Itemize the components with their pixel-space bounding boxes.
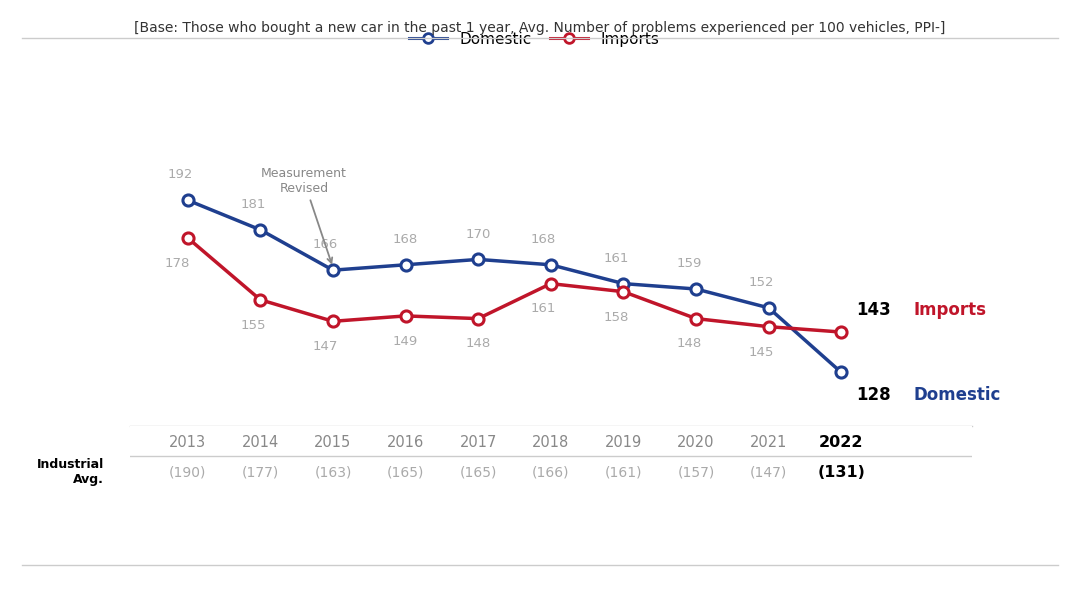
Text: 155: 155 (241, 318, 266, 332)
Text: 2014: 2014 (242, 435, 279, 451)
Text: (177): (177) (242, 465, 279, 480)
Text: Industrial
Avg.: Industrial Avg. (37, 458, 104, 487)
Text: 2021: 2021 (750, 435, 787, 451)
Text: (165): (165) (459, 465, 497, 480)
Text: 145: 145 (748, 346, 774, 359)
Legend: Domestic, Imports: Domestic, Imports (403, 25, 665, 53)
Text: (166): (166) (532, 465, 569, 480)
Text: (161): (161) (605, 465, 643, 480)
Text: 2022: 2022 (819, 435, 864, 451)
Text: 148: 148 (465, 337, 490, 350)
Text: 2015: 2015 (314, 435, 352, 451)
Text: (190): (190) (168, 465, 206, 480)
Text: 152: 152 (748, 276, 774, 289)
Text: 2016: 2016 (387, 435, 424, 451)
Text: 2018: 2018 (532, 435, 569, 451)
Text: 149: 149 (393, 334, 418, 348)
Text: 161: 161 (604, 252, 629, 265)
Text: Measurement
Revised: Measurement Revised (261, 167, 347, 263)
Text: 168: 168 (531, 233, 556, 246)
Text: (147): (147) (750, 465, 787, 480)
Text: Imports: Imports (914, 301, 987, 318)
Text: (163): (163) (314, 465, 352, 480)
Text: Domestic: Domestic (914, 386, 1001, 404)
Text: 148: 148 (676, 337, 701, 350)
Text: 159: 159 (676, 257, 702, 270)
Text: 143: 143 (855, 301, 891, 318)
Text: 166: 166 (313, 239, 338, 252)
Text: (165): (165) (387, 465, 424, 480)
Text: 128: 128 (855, 386, 890, 404)
Text: 158: 158 (604, 311, 629, 324)
Text: 161: 161 (531, 303, 556, 316)
Text: [Base: Those who bought a new car in the past 1 year, Avg. Number of problems ex: [Base: Those who bought a new car in the… (134, 21, 946, 35)
Text: 147: 147 (313, 340, 338, 353)
Text: 2013: 2013 (170, 435, 206, 451)
Text: 2017: 2017 (459, 435, 497, 451)
Text: 170: 170 (465, 227, 491, 240)
Text: (131): (131) (818, 465, 865, 480)
Text: 178: 178 (164, 257, 189, 270)
Text: 2019: 2019 (605, 435, 642, 451)
Text: 168: 168 (393, 233, 418, 246)
Text: (157): (157) (677, 465, 715, 480)
Text: 2020: 2020 (677, 435, 715, 451)
Text: 192: 192 (167, 168, 193, 181)
Text: 181: 181 (241, 198, 266, 211)
